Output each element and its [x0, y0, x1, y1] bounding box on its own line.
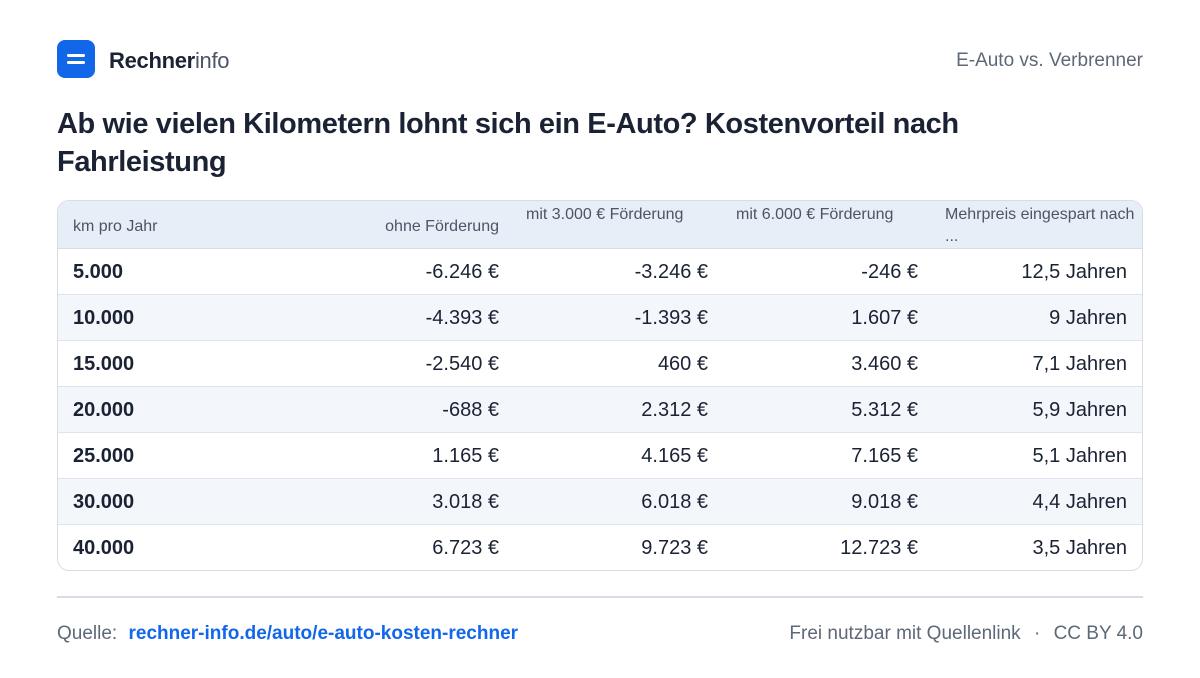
- brand-name-light: info: [194, 48, 230, 73]
- cell-mit6000: 12.723 €: [840, 537, 918, 559]
- cell-mehrpreis: 5,9 Jahren: [1032, 399, 1127, 421]
- cell-mehrpreis: 9 Jahren: [1049, 307, 1127, 329]
- cell-mit6000: 7.165 €: [851, 445, 918, 467]
- table-row: 10.000 -4.393 € -1.393 € 1.607 € 9 Jahre…: [58, 295, 1142, 341]
- cell-mehrpreis: 4,4 Jahren: [1032, 491, 1127, 513]
- cell-ohne: -4.393 €: [425, 307, 499, 329]
- table-row: 20.000 -688 € 2.312 € 5.312 € 5,9 Jahren: [58, 387, 1142, 433]
- cell-mit3000: -3.246 €: [634, 261, 708, 283]
- page-header: Rechnerinfo E-Auto vs. Verbrenner: [57, 40, 1143, 80]
- footer-divider: [57, 596, 1143, 598]
- footer-license: Frei nutzbar mit Quellenlink · CC BY 4.0: [789, 623, 1143, 645]
- cell-ohne: -688 €: [442, 399, 499, 421]
- cell-km: 15.000: [73, 353, 135, 375]
- header-topic: E-Auto vs. Verbrenner: [956, 50, 1143, 71]
- table-row: 15.000 -2.540 € 460 € 3.460 € 7,1 Jahren: [58, 341, 1142, 387]
- header-km: km pro Jahr: [73, 218, 158, 235]
- cell-km: 20.000: [73, 399, 135, 421]
- cell-mit6000: 3.460 €: [851, 353, 918, 375]
- table-row: 5.000 -6.246 € -3.246 € -246 € 12,5 Jahr…: [58, 249, 1142, 295]
- header-mehrpreis: Mehrpreis eingespart nach ...: [945, 206, 1135, 245]
- table-row: 25.000 1.165 € 4.165 € 7.165 € 5,1 Jahre…: [58, 433, 1142, 479]
- header-ohne-foerderung: ohne Förderung: [385, 218, 499, 235]
- footer-separator: ·: [1033, 623, 1041, 644]
- header-mit-3000: mit 3.000 € Förderung: [526, 206, 684, 223]
- source-label: Quelle:: [57, 623, 118, 644]
- table-header: km pro Jahr ohne Förderung mit 3.000 € F…: [58, 201, 1142, 249]
- cell-km: 5.000: [73, 261, 124, 283]
- cell-mit3000: 6.018 €: [641, 491, 708, 513]
- cell-mit6000: 1.607 €: [851, 307, 918, 329]
- cost-table: km pro Jahr ohne Förderung mit 3.000 € F…: [57, 200, 1143, 571]
- cell-mehrpreis: 5,1 Jahren: [1032, 445, 1127, 467]
- cell-ohne: -6.246 €: [425, 261, 499, 283]
- cell-mit3000: 2.312 €: [641, 399, 708, 421]
- cell-mit3000: -1.393 €: [634, 307, 708, 329]
- cell-mit6000: 9.018 €: [851, 491, 918, 513]
- cell-mit3000: 460 €: [657, 353, 708, 375]
- cell-mit3000: 4.165 €: [641, 445, 708, 467]
- table-row: 30.000 3.018 € 6.018 € 9.018 € 4,4 Jahre…: [58, 479, 1142, 525]
- page-title: Ab wie vielen Kilometern lohnt sich ein …: [57, 108, 959, 178]
- cell-ohne: 3.018 €: [432, 491, 499, 513]
- cell-ohne: -2.540 €: [425, 353, 499, 375]
- cell-mehrpreis: 12,5 Jahren: [1021, 261, 1127, 283]
- source-link[interactable]: rechner-info.de/auto/e-auto-kosten-rechn…: [128, 623, 519, 644]
- cell-mit6000: -246 €: [861, 261, 918, 283]
- rechnerinfo-logo-icon[interactable]: [57, 40, 95, 78]
- brand-name-strong: Rechner: [109, 48, 195, 73]
- cell-km: 25.000: [73, 445, 135, 467]
- header-mit-6000: mit 6.000 € Förderung: [736, 206, 894, 223]
- footer-source: Quelle: rechner-info.de/auto/e-auto-kost…: [57, 623, 518, 645]
- brand-name[interactable]: Rechnerinfo: [109, 48, 230, 74]
- cell-km: 10.000: [73, 307, 135, 329]
- license-badge: CC BY 4.0: [1053, 623, 1143, 644]
- cell-mehrpreis: 7,1 Jahren: [1032, 353, 1127, 375]
- cell-ohne: 1.165 €: [432, 445, 499, 467]
- cell-km: 40.000: [73, 537, 135, 559]
- cell-mit6000: 5.312 €: [851, 399, 918, 421]
- table-row: 40.000 6.723 € 9.723 € 12.723 € 3,5 Jahr…: [58, 525, 1142, 570]
- cell-mit3000: 9.723 €: [641, 537, 708, 559]
- cell-mehrpreis: 3,5 Jahren: [1032, 537, 1127, 559]
- license-text: Frei nutzbar mit Quellenlink: [789, 623, 1021, 644]
- cell-km: 30.000: [73, 491, 135, 513]
- cell-ohne: 6.723 €: [432, 537, 499, 559]
